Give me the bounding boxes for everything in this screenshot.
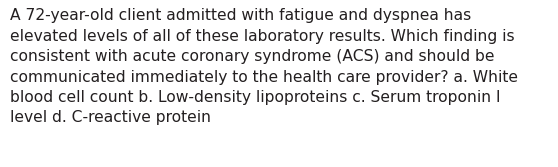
Text: A 72-year-old client admitted with fatigue and dyspnea has
elevated levels of al: A 72-year-old client admitted with fatig… [10,8,518,125]
